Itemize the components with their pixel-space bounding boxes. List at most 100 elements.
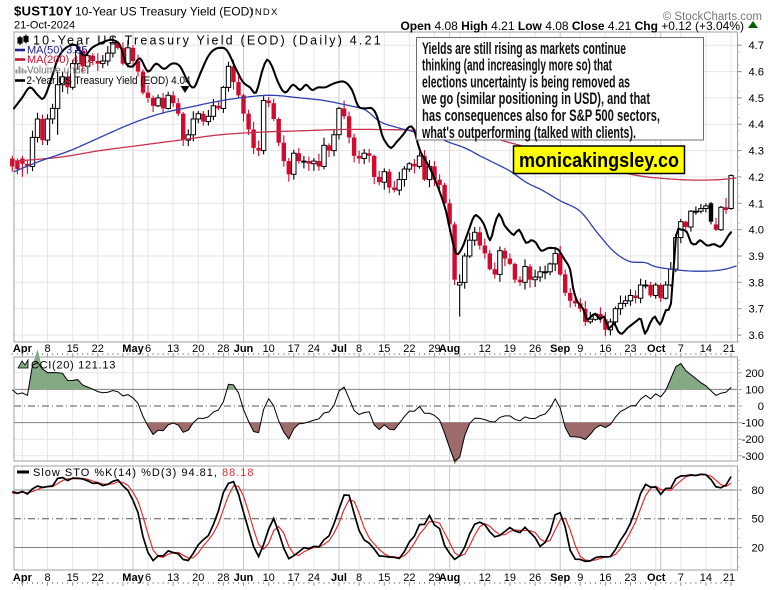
svg-text:Sep: Sep: [550, 343, 570, 355]
svg-text:4.0: 4.0: [748, 225, 764, 237]
svg-text:8: 8: [44, 572, 50, 584]
svg-text:4.1: 4.1: [748, 198, 764, 210]
svg-text:6: 6: [145, 343, 151, 355]
svg-text:MA(200) 4.18: MA(200) 4.18: [27, 54, 94, 66]
svg-text:-200: -200: [742, 434, 764, 446]
svg-text:Aug: Aug: [439, 572, 460, 584]
svg-text:thinking (and increasingly mor: thinking (and increasingly more so) that: [422, 57, 612, 75]
svg-text:16: 16: [599, 343, 611, 355]
svg-text:what's outperforming (talked w: what's outperforming (talked with client…: [421, 124, 636, 142]
svg-text:8: 8: [44, 343, 50, 355]
svg-text:3.9: 3.9: [748, 251, 764, 263]
svg-text:monicakingsley.co: monicakingsley.co: [519, 149, 679, 172]
svg-text:10-Year US Treasury Yield (EOD: 10-Year US Treasury Yield (EOD) (Daily) …: [33, 34, 383, 48]
svg-text:26: 26: [529, 343, 541, 355]
svg-text:Sep: Sep: [550, 572, 570, 584]
svg-text:200: 200: [745, 368, 764, 380]
svg-text:7: 7: [678, 572, 684, 584]
svg-text:4.4: 4.4: [748, 119, 764, 131]
svg-text:CCI(20) 121.13: CCI(20) 121.13: [31, 360, 116, 372]
svg-text:12: 12: [479, 343, 491, 355]
svg-text:24: 24: [308, 572, 320, 584]
svg-text:10: 10: [263, 343, 275, 355]
svg-text:Open 4.08 High 4.21 Low 4.08 C: Open 4.08 High 4.21 Low 4.08 Close 4.21 …: [400, 19, 744, 33]
svg-text:$UST10Y: $UST10Y: [14, 4, 73, 19]
svg-text:29: 29: [428, 343, 440, 355]
svg-text:Yields are still rising as mar: Yields are still rising as markets conti…: [422, 40, 626, 58]
svg-text:14: 14: [700, 343, 712, 355]
svg-text:16: 16: [599, 572, 611, 584]
svg-text:21: 21: [723, 572, 735, 584]
svg-text:we go (similar positioning in: we go (similar positioning in USD), and …: [421, 90, 650, 108]
svg-text:Apr: Apr: [13, 572, 33, 584]
svg-text:4.2: 4.2: [748, 172, 764, 184]
svg-text:22: 22: [92, 343, 104, 355]
svg-text:6: 6: [145, 572, 151, 584]
svg-text:28: 28: [217, 572, 229, 584]
svg-text:Volume undef: Volume undef: [27, 64, 90, 76]
svg-text:4.7: 4.7: [748, 40, 764, 52]
svg-text:2-Year US Treasury Yield (EOD): 2-Year US Treasury Yield (EOD) 4.04: [27, 75, 191, 87]
svg-text:has consequences also for S&P: has consequences also for S&P 500 sector…: [422, 107, 660, 125]
svg-text:4.6: 4.6: [748, 67, 764, 79]
svg-text:22: 22: [403, 572, 415, 584]
svg-text:3.8: 3.8: [748, 277, 764, 289]
svg-text:May: May: [122, 343, 144, 355]
svg-text:INDX: INDX: [251, 7, 279, 18]
svg-text:15: 15: [378, 343, 390, 355]
svg-text:Jun: Jun: [234, 572, 254, 584]
svg-text:29: 29: [428, 572, 440, 584]
svg-text:Slow STO %K(14) %D(3) 94.81, 8: Slow STO %K(14) %D(3) 94.81, 88.18: [33, 467, 255, 479]
svg-text:3.6: 3.6: [748, 330, 764, 342]
svg-text:23: 23: [624, 572, 636, 584]
svg-text:15: 15: [67, 343, 79, 355]
svg-text:14: 14: [700, 572, 712, 584]
svg-text:7: 7: [678, 343, 684, 355]
svg-text:13: 13: [167, 572, 179, 584]
svg-text:8: 8: [356, 572, 362, 584]
svg-text:8: 8: [356, 343, 362, 355]
svg-text:24: 24: [308, 343, 320, 355]
svg-text:19: 19: [504, 572, 516, 584]
svg-text:22: 22: [92, 572, 104, 584]
svg-text:Jun: Jun: [234, 343, 254, 355]
svg-text:50: 50: [752, 514, 764, 526]
svg-text:MA(50) 3.85: MA(50) 3.85: [27, 45, 88, 57]
svg-text:-100: -100: [742, 418, 764, 430]
svg-text:17: 17: [288, 572, 300, 584]
svg-text:10-Year US Treasury Yield (EOD: 10-Year US Treasury Yield (EOD): [75, 5, 253, 19]
svg-text:80: 80: [752, 485, 764, 497]
svg-text:4.3: 4.3: [748, 146, 764, 158]
svg-text:9: 9: [577, 572, 583, 584]
svg-text:Apr: Apr: [13, 343, 33, 355]
svg-text:Jul: Jul: [331, 343, 347, 355]
svg-text:12: 12: [479, 572, 491, 584]
svg-text:0: 0: [758, 401, 764, 413]
svg-text:elections uncertainty is being: elections uncertainty is being removed a…: [422, 73, 630, 91]
svg-text:10: 10: [263, 572, 275, 584]
svg-text:Oct: Oct: [647, 572, 666, 584]
svg-text:20: 20: [192, 343, 204, 355]
svg-text:Jul: Jul: [331, 572, 347, 584]
svg-text:21-Oct-2024: 21-Oct-2024: [14, 20, 75, 32]
svg-text:17: 17: [288, 343, 300, 355]
svg-text:4.5: 4.5: [748, 93, 764, 105]
svg-text:23: 23: [624, 343, 636, 355]
svg-text:26: 26: [529, 572, 541, 584]
svg-text:22: 22: [403, 343, 415, 355]
svg-text:9: 9: [577, 343, 583, 355]
svg-text:19: 19: [504, 343, 516, 355]
svg-text:May: May: [122, 572, 144, 584]
svg-text:20: 20: [192, 572, 204, 584]
svg-text:15: 15: [378, 572, 390, 584]
svg-text:-300: -300: [742, 451, 764, 463]
svg-text:13: 13: [167, 343, 179, 355]
svg-text:Oct: Oct: [647, 343, 666, 355]
svg-text:100: 100: [745, 384, 764, 396]
svg-text:Aug: Aug: [439, 343, 460, 355]
svg-text:© StockCharts.com: © StockCharts.com: [663, 11, 762, 23]
svg-text:20: 20: [752, 543, 764, 555]
svg-text:15: 15: [67, 572, 79, 584]
svg-text:28: 28: [217, 343, 229, 355]
svg-text:21: 21: [723, 343, 735, 355]
